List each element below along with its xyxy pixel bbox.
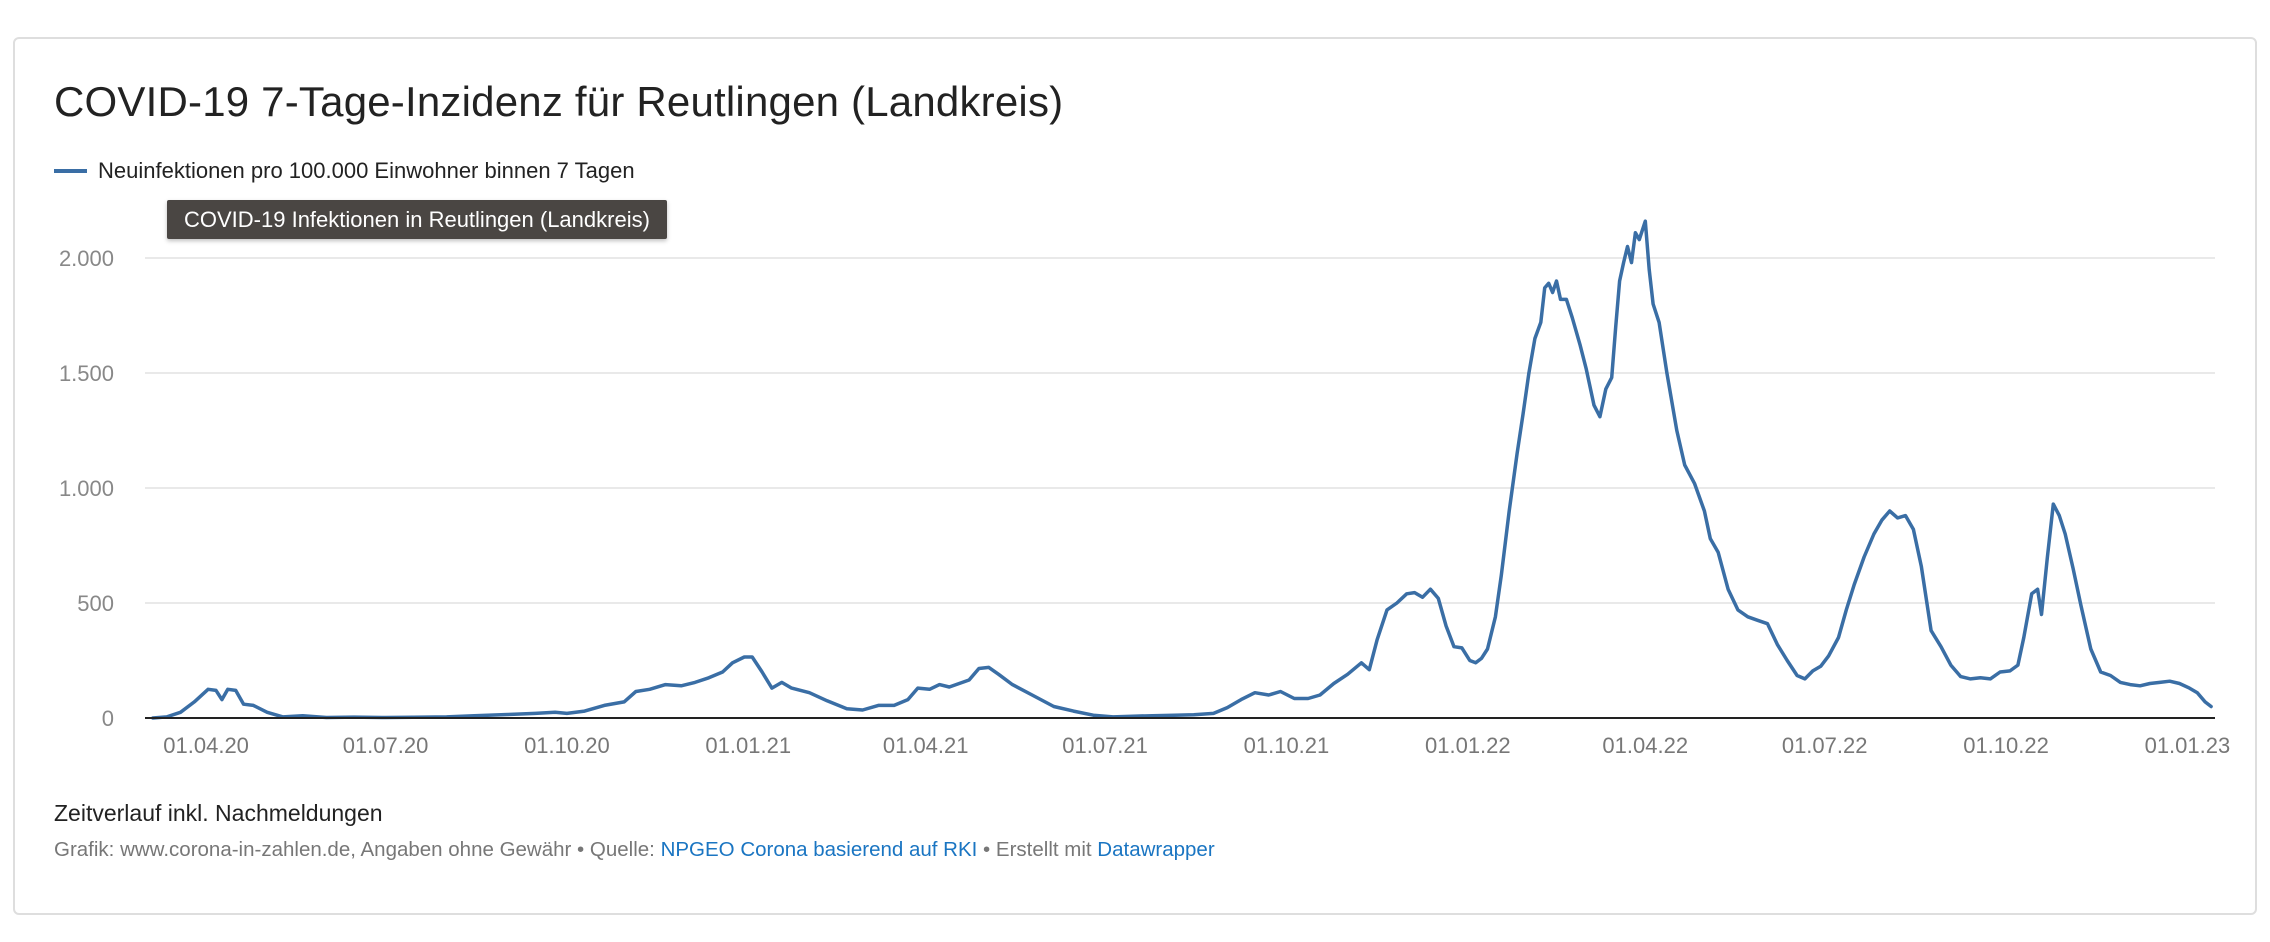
x-tick-label: 01.04.22 bbox=[1602, 733, 1688, 758]
x-tick-label: 01.10.21 bbox=[1244, 733, 1330, 758]
tooltip: COVID-19 Infektionen in Reutlingen (Land… bbox=[167, 200, 667, 239]
x-tick-label: 01.07.21 bbox=[1062, 733, 1148, 758]
x-tick-label: 01.04.20 bbox=[163, 733, 249, 758]
x-tick-label: 01.01.21 bbox=[705, 733, 791, 758]
legend: Neuinfektionen pro 100.000 Einwohner bin… bbox=[54, 158, 635, 184]
footer-prefix: Grafik: www.corona-in-zahlen.de, Angaben… bbox=[54, 838, 661, 861]
x-tick-label: 01.10.20 bbox=[524, 733, 610, 758]
x-tick-label: 01.04.21 bbox=[883, 733, 969, 758]
series-line bbox=[151, 219, 2213, 720]
y-tick-label: 2.000 bbox=[59, 246, 114, 271]
y-tick-label: 500 bbox=[77, 591, 114, 616]
y-tick-label: 1.000 bbox=[59, 476, 114, 501]
legend-swatch bbox=[54, 169, 87, 173]
chart-note: Zeitverlauf inkl. Nachmeldungen bbox=[54, 800, 383, 826]
source-link[interactable]: NPGEO Corona basierend auf RKI bbox=[660, 838, 978, 861]
y-tick-label: 0 bbox=[102, 706, 114, 731]
x-tick-label: 01.10.22 bbox=[1963, 733, 2049, 758]
datawrapper-link[interactable]: Datawrapper bbox=[1097, 838, 1215, 861]
x-tick-label: 01.07.22 bbox=[1782, 733, 1868, 758]
legend-label: Neuinfektionen pro 100.000 Einwohner bin… bbox=[98, 158, 635, 183]
footer-middle: • Erstellt mit bbox=[977, 838, 1098, 861]
chart-title: COVID-19 7-Tage-Inzidenz für Reutlingen … bbox=[54, 78, 1064, 125]
x-tick-label: 01.07.20 bbox=[343, 733, 429, 758]
chart-footer: Grafik: www.corona-in-zahlen.de, Angaben… bbox=[54, 838, 1215, 862]
y-tick-label: 1.500 bbox=[59, 361, 114, 386]
chart-card bbox=[13, 37, 2257, 915]
x-tick-label: 01.01.23 bbox=[2145, 733, 2231, 758]
x-tick-label: 01.01.22 bbox=[1425, 733, 1511, 758]
